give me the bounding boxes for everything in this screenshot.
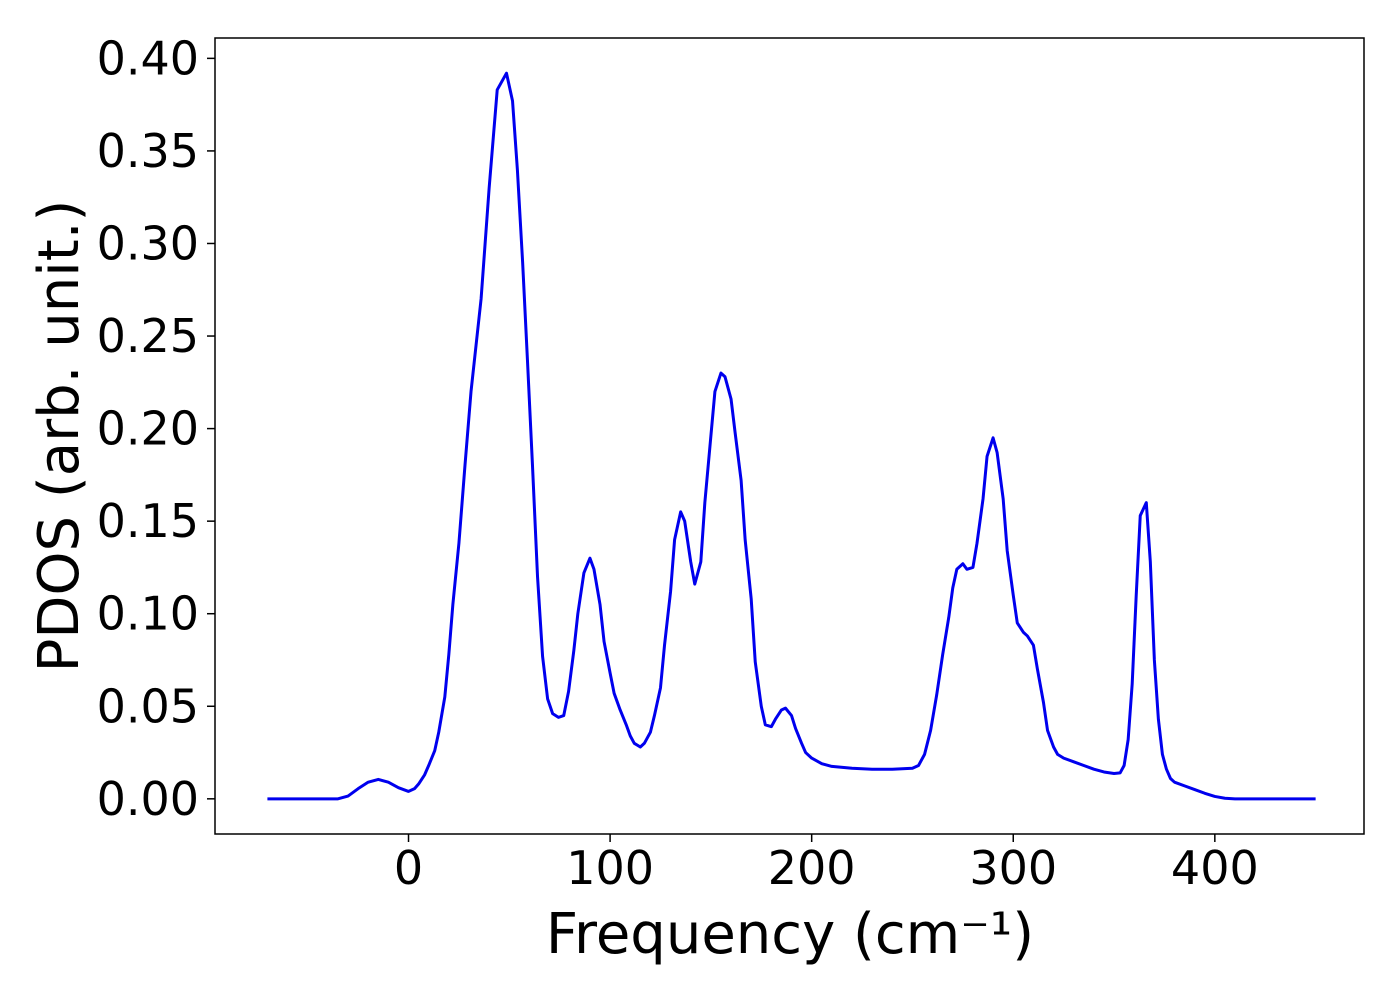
y-tick-label: 0.10 <box>97 587 199 641</box>
y-tick-label: 0.05 <box>97 679 199 733</box>
x-tick-label: 200 <box>768 841 856 895</box>
pdos-line <box>267 71 1316 801</box>
y-tick-label: 0.25 <box>97 309 199 363</box>
y-tick-label: 0.15 <box>97 494 199 548</box>
y-tick-label: 0.40 <box>97 31 199 85</box>
y-tick-label: 0.00 <box>97 772 199 826</box>
plot-frame <box>214 37 1365 835</box>
x-axis-label: Frequency (cm⁻¹) <box>546 902 1034 967</box>
y-axis-label: PDOS (arb. unit.) <box>27 200 92 673</box>
x-tick-label: 300 <box>969 841 1057 895</box>
x-tick-label: 100 <box>566 841 654 895</box>
x-tick-label: 400 <box>1171 841 1259 895</box>
y-tick-label: 0.30 <box>97 216 199 270</box>
y-tick-label: 0.20 <box>97 402 199 456</box>
x-tick-label: 0 <box>394 841 423 895</box>
y-tick-label: 0.35 <box>97 124 199 178</box>
